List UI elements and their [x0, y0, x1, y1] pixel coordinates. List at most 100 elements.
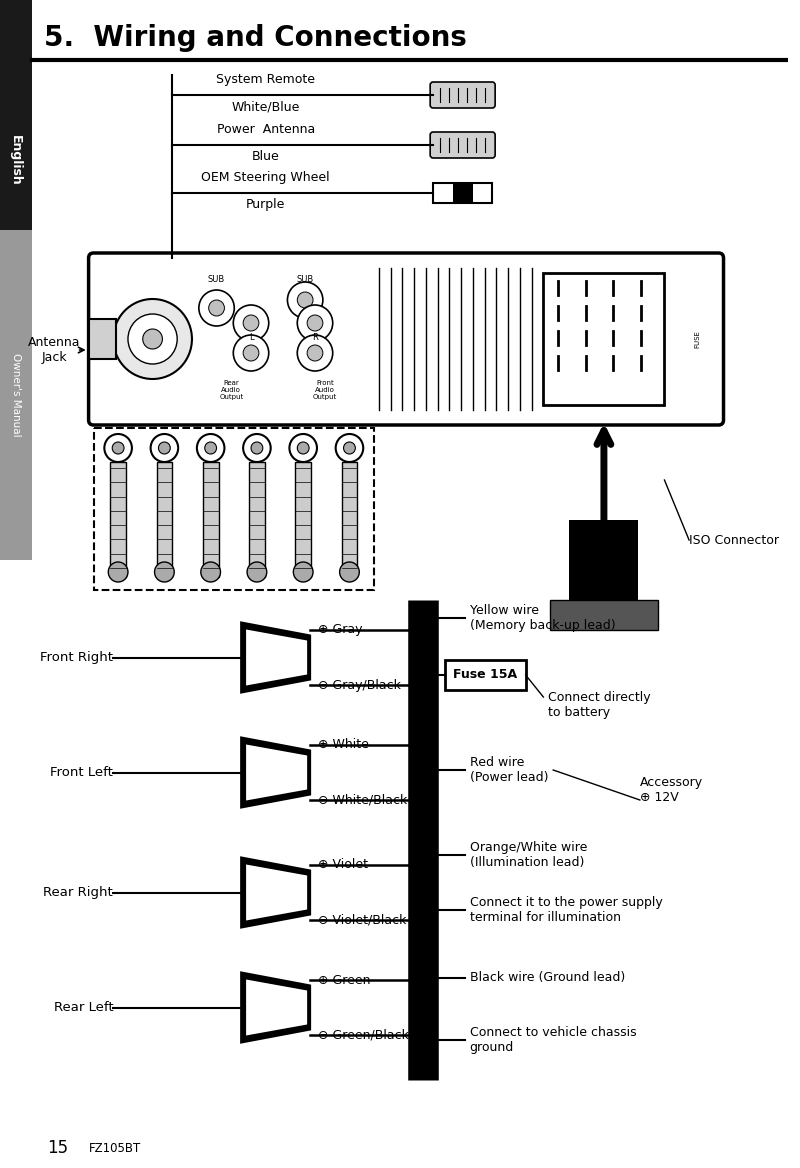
Polygon shape	[246, 980, 307, 1036]
Text: Blue: Blue	[252, 150, 280, 164]
Circle shape	[199, 290, 234, 326]
Circle shape	[343, 442, 355, 454]
Text: White/Blue: White/Blue	[231, 100, 300, 113]
Bar	[0, 0, 33, 230]
Text: Accessory
⊕ 12V: Accessory ⊕ 12V	[640, 776, 703, 804]
Polygon shape	[246, 864, 307, 920]
Text: OEM Steering Wheel: OEM Steering Wheel	[202, 171, 330, 185]
Circle shape	[201, 562, 221, 582]
Polygon shape	[241, 737, 310, 807]
Circle shape	[298, 442, 309, 454]
Text: Rear
Audio
Output: Rear Audio Output	[219, 380, 243, 399]
Circle shape	[112, 442, 124, 454]
Text: ⊕ Green: ⊕ Green	[318, 973, 370, 987]
Circle shape	[150, 434, 178, 463]
Circle shape	[294, 562, 313, 582]
Circle shape	[142, 329, 162, 349]
Text: Front
Audio
Output: Front Audio Output	[313, 380, 337, 399]
Text: ⊖ Gray/Black: ⊖ Gray/Black	[318, 679, 401, 691]
Circle shape	[336, 434, 363, 463]
Text: English: English	[10, 134, 22, 186]
Circle shape	[234, 305, 269, 341]
Circle shape	[114, 299, 192, 378]
Text: FUSE: FUSE	[694, 331, 700, 348]
Text: Purple: Purple	[246, 199, 286, 211]
Bar	[0, 230, 33, 559]
FancyBboxPatch shape	[433, 183, 492, 203]
Circle shape	[104, 434, 132, 463]
Polygon shape	[241, 857, 310, 927]
Circle shape	[234, 335, 269, 371]
Text: ⊖ White/Black: ⊖ White/Black	[318, 793, 407, 806]
Text: Connect to vehicle chassis
ground: Connect to vehicle chassis ground	[470, 1026, 636, 1054]
Text: ISO Connector: ISO Connector	[689, 534, 779, 547]
Text: 5.  Wiring and Connections: 5. Wiring and Connections	[44, 25, 467, 53]
Polygon shape	[241, 623, 310, 693]
Text: ⊖ Green/Black: ⊖ Green/Black	[318, 1029, 409, 1042]
FancyBboxPatch shape	[249, 463, 265, 577]
Text: System Remote: System Remote	[216, 72, 315, 86]
Text: L: L	[249, 334, 254, 342]
Text: FZ105BT: FZ105BT	[89, 1141, 141, 1154]
Text: SUB: SUB	[208, 276, 225, 285]
FancyBboxPatch shape	[445, 660, 526, 690]
Text: ⊖ Violet/Black: ⊖ Violet/Black	[318, 913, 406, 926]
Circle shape	[128, 314, 177, 364]
Text: Rear Left: Rear Left	[54, 1001, 114, 1014]
Text: Power  Antenna: Power Antenna	[217, 123, 315, 135]
Text: Yellow wire
(Memory back-up lead): Yellow wire (Memory back-up lead)	[470, 604, 615, 632]
Circle shape	[307, 345, 323, 361]
Circle shape	[287, 281, 323, 318]
Text: ⊕ Gray: ⊕ Gray	[318, 624, 362, 637]
Circle shape	[247, 562, 266, 582]
FancyBboxPatch shape	[89, 319, 116, 359]
Text: Connect directly
to battery: Connect directly to battery	[548, 691, 651, 719]
Text: Owner's Manual: Owner's Manual	[10, 353, 21, 437]
Circle shape	[251, 442, 263, 454]
Polygon shape	[246, 744, 307, 800]
Text: SUB: SUB	[297, 276, 314, 285]
Text: Antenna
Jack: Antenna Jack	[28, 336, 80, 364]
Text: Connect it to the power supply
terminal for illumination: Connect it to the power supply terminal …	[470, 896, 662, 924]
FancyBboxPatch shape	[430, 132, 495, 158]
Circle shape	[209, 300, 225, 317]
Circle shape	[307, 315, 323, 331]
FancyBboxPatch shape	[295, 463, 311, 577]
Text: Rear Right: Rear Right	[43, 887, 114, 899]
FancyBboxPatch shape	[342, 463, 358, 577]
Text: Front Right: Front Right	[40, 651, 114, 663]
Circle shape	[298, 292, 313, 308]
FancyBboxPatch shape	[430, 82, 495, 107]
FancyBboxPatch shape	[157, 463, 172, 577]
Circle shape	[197, 434, 225, 463]
Circle shape	[243, 345, 259, 361]
FancyBboxPatch shape	[570, 520, 638, 600]
Polygon shape	[246, 630, 307, 686]
Text: ⊕ White: ⊕ White	[318, 738, 369, 751]
Polygon shape	[241, 973, 310, 1043]
FancyBboxPatch shape	[89, 253, 723, 425]
Text: Black wire (Ground lead): Black wire (Ground lead)	[470, 972, 625, 985]
Text: 15: 15	[47, 1139, 68, 1157]
Text: R: R	[312, 334, 318, 342]
Circle shape	[290, 434, 317, 463]
Circle shape	[154, 562, 174, 582]
Circle shape	[158, 442, 170, 454]
FancyBboxPatch shape	[110, 463, 126, 577]
FancyBboxPatch shape	[550, 600, 658, 630]
Text: Fuse 15A: Fuse 15A	[454, 668, 518, 681]
Circle shape	[108, 562, 128, 582]
Circle shape	[243, 434, 270, 463]
Text: Red wire
(Power lead): Red wire (Power lead)	[470, 756, 548, 784]
Text: ⊕ Violet: ⊕ Violet	[318, 858, 368, 871]
Text: Front Left: Front Left	[50, 766, 114, 779]
FancyBboxPatch shape	[453, 183, 473, 203]
Circle shape	[340, 562, 359, 582]
FancyBboxPatch shape	[202, 463, 218, 577]
Circle shape	[298, 305, 333, 341]
Circle shape	[298, 335, 333, 371]
FancyBboxPatch shape	[543, 273, 665, 405]
Circle shape	[243, 315, 259, 331]
Circle shape	[205, 442, 217, 454]
Text: Orange/White wire
(Illumination lead): Orange/White wire (Illumination lead)	[470, 841, 587, 869]
